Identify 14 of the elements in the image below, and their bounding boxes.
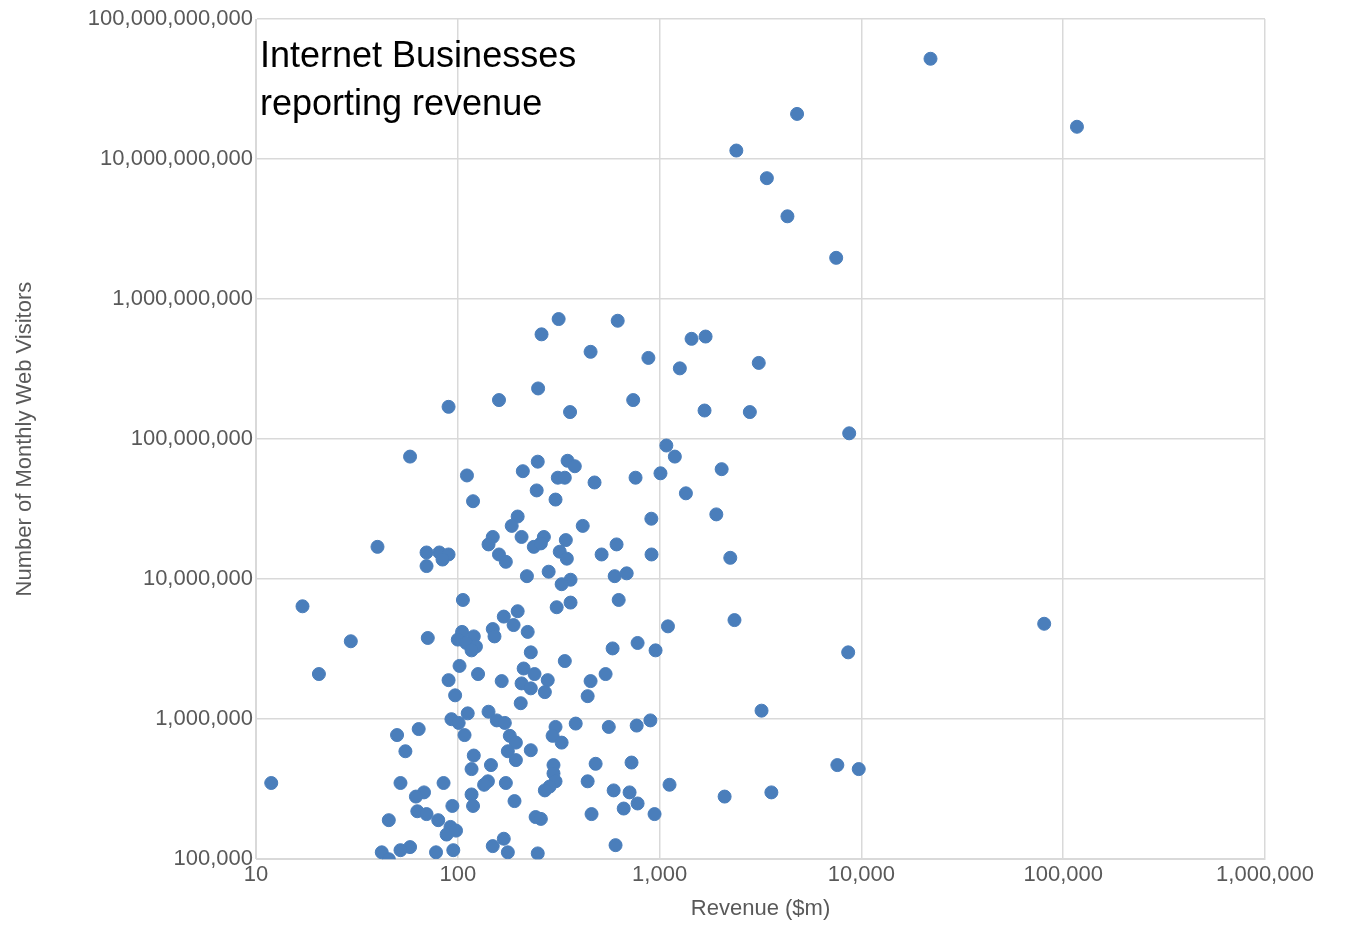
- y-tick-label: 10,000,000: [142, 565, 253, 591]
- x-tick-label: 1,000,000: [1216, 861, 1314, 887]
- x-tick-label: 10,000: [827, 861, 896, 887]
- x-tick-label: 100: [439, 861, 477, 887]
- y-axis-title: Number of Monthly Web Visitors: [11, 281, 37, 597]
- x-tick-label: 100,000: [1023, 861, 1103, 887]
- x-axis-title: Revenue ($m): [690, 894, 831, 920]
- text: Internet Businesses reporting revenue: [260, 33, 577, 123]
- y-tick-label: 100,000,000,000: [87, 5, 253, 31]
- x-tick-label: 1,000: [632, 861, 688, 887]
- y-tick-label: 1,000,000,000: [112, 285, 253, 311]
- y-tick-label: 1,000,000: [155, 705, 253, 731]
- y-tick-label: 100,000,000: [130, 425, 253, 451]
- y-tick-label: 10,000,000,000: [100, 145, 253, 171]
